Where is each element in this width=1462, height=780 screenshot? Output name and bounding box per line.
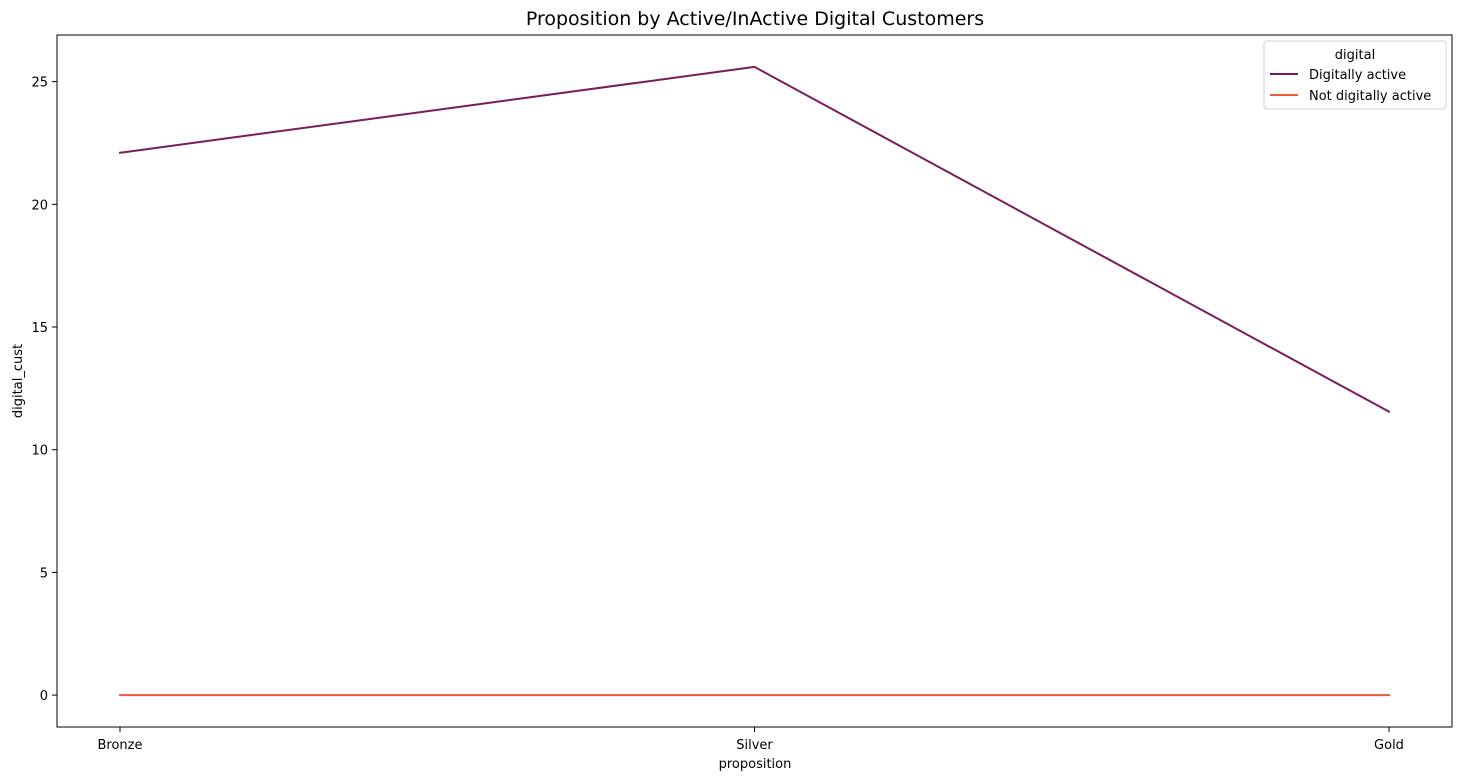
y-tick-label-5: 25 bbox=[31, 76, 48, 91]
chart-title: Proposition by Active/InActive Digital C… bbox=[526, 8, 984, 30]
y-tick-label-1: 5 bbox=[40, 566, 48, 581]
y-axis-label: digital_cust bbox=[11, 344, 26, 418]
y-tick-label-0: 0 bbox=[40, 689, 48, 704]
y-tick-label-2: 10 bbox=[31, 444, 48, 459]
x-tick-label-2: Gold bbox=[1374, 738, 1404, 753]
x-axis-label: proposition bbox=[719, 757, 792, 772]
x-tick-label-0: Bronze bbox=[98, 738, 143, 753]
series-line-0 bbox=[118, 65, 1391, 414]
legend-label-0: Digitally active bbox=[1309, 68, 1406, 83]
y-tick-label-3: 15 bbox=[31, 321, 48, 336]
legend-title: digital bbox=[1335, 48, 1375, 63]
legend: digital Digitally active Not digitally ac… bbox=[1263, 40, 1447, 110]
plot-area: 0 5 10 15 20 25 Bronze Silver Gold bbox=[31, 34, 1453, 753]
y-tick-label-4: 20 bbox=[31, 198, 48, 213]
axes-frame bbox=[56, 34, 1453, 728]
legend-items: Digitally active Not digitally active bbox=[1270, 68, 1431, 104]
legend-label-1: Not digitally active bbox=[1309, 89, 1431, 104]
legend-box bbox=[1263, 40, 1447, 110]
x-tick-label-1: Silver bbox=[736, 738, 773, 753]
